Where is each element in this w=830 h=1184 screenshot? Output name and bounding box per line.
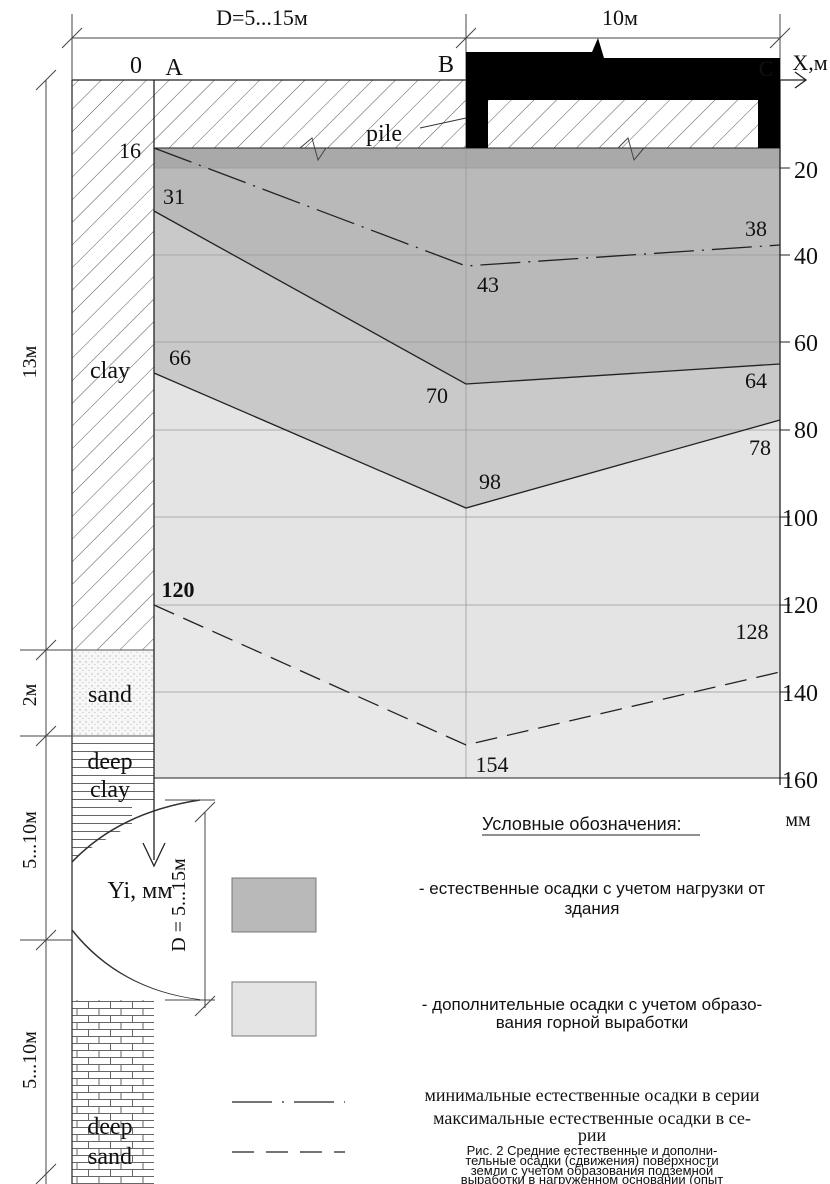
dim-left-5b: 5...10м [19,1031,41,1089]
top-band [154,148,780,168]
clay-label: clay [90,358,130,384]
deep-sand-cover [72,932,200,1000]
legend-swatch-light [231,981,317,1037]
curves [153,147,781,746]
deep-sand-layer [72,1000,154,1184]
point-b-label: B [438,52,454,78]
dim-left-2: 2м [19,683,41,706]
caption-line-3: земли с учетом образования подземной [471,1163,714,1178]
legend-max-line-2: рии [578,1125,607,1145]
pile-leader [419,117,467,129]
legend [231,834,700,1153]
legend-swatch-dark [231,877,317,933]
dim-top-right: 10м [602,5,638,30]
point-c-label: C [759,56,774,81]
pile-label: pile [366,121,402,147]
curve-31 [153,210,781,385]
scale-tick-100: 100 [782,506,818,532]
value-b-43: 43 [477,272,499,297]
origin-label: 0 [130,53,142,79]
value-a-120: 120 [162,577,195,602]
scale-tick-40: 40 [794,244,818,270]
legend-light-line-2: вания горной выработки [496,1013,689,1032]
deep-sand-label-1: deep [87,1114,132,1140]
excavation-arc [72,800,200,1000]
caption-line-2: тельные осадки (сдвижения) поверхности [465,1153,718,1168]
clay-layer [72,80,154,650]
scale-tick-120: 120 [782,593,818,619]
legend-light-line-1: - дополнительные осадки с учетом образо- [422,995,762,1014]
deep-sand-label-2: sand [88,1144,132,1170]
min-curve [153,147,781,267]
value-b-70: 70 [426,383,448,408]
legend-title-text: Условные обозначения [482,814,676,834]
legend-dark-line-1: - естественные осадки с учетом нагрузки … [419,879,765,898]
break-mark-2 [617,137,645,162]
break-mark-1 [299,137,327,162]
y-axis-arrow [142,842,166,868]
scale-tick-20: 20 [794,158,818,184]
dim-left-5a: 5...10м [19,811,41,869]
x-axis-label: X,м [792,50,827,75]
soil-column [71,80,201,1184]
mid-fill [154,211,780,508]
deep-clay-label-1: deep [87,749,132,775]
sand-label: sand [88,682,132,708]
value-c-78: 78 [749,435,771,460]
caption-line-4: выработки в нагруженном основании (опыт [461,1172,723,1184]
caption-line-1: Рис. 2 Средние естественные и дополни- [467,1143,718,1158]
scale-tick-160: 160 [782,768,818,794]
value-b-154: 154 [476,752,509,777]
frame [72,71,808,868]
building-body [466,38,780,148]
right-unit-label: мм [785,809,811,831]
point-a-label: A [165,55,183,81]
dim-top-left: D=5...15м [216,5,308,30]
legend-title: Условные обозначения: [482,814,681,834]
lower-white [154,605,780,778]
value-a-16: 16 [119,138,141,163]
excavation-arc-outline [71,799,201,1001]
dark-fill [154,168,780,384]
value-b-98: 98 [479,469,501,494]
value-a-31: 31 [163,184,185,209]
max-curve [153,604,781,746]
value-c-128: 128 [736,619,769,644]
legend-dark-line-2: здания [565,899,620,918]
legend-min: минимальные естественные осадки в серии [424,1085,759,1105]
deep-clay-label-2: clay [90,777,130,803]
deep-clay-layer [72,736,154,800]
dim-vertical-D: D = 5...15м [168,858,190,952]
dim-left-13: 13м [19,345,41,378]
scale-tick-60: 60 [794,331,818,357]
scale-tick-140: 140 [782,681,818,707]
scale-tick-80: 80 [794,418,818,444]
building [419,38,780,148]
right-scale [780,167,790,779]
y-axis-label: Yi, мм [107,878,172,904]
settlement-fills [154,148,780,778]
legend-max-line-1: максимальные естественные осадки в се- [433,1108,751,1128]
value-c-38: 38 [745,216,767,241]
value-c-64: 64 [745,368,767,393]
value-a-66: 66 [169,345,191,370]
legend-title-colon: : [676,814,681,834]
sand-layer [72,650,154,736]
dimension-lines [20,14,791,1184]
curve-66 [153,372,781,509]
